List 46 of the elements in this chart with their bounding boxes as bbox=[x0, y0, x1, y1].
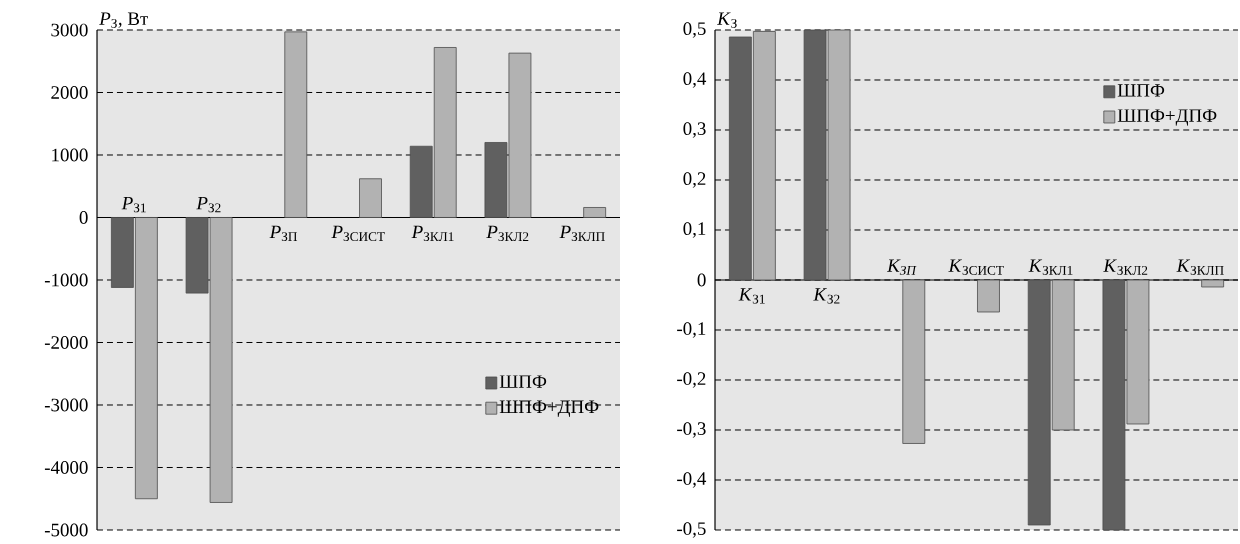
x-tick-label: P$_{ЗКЛ1}$ bbox=[411, 225, 454, 242]
bar bbox=[1201, 279, 1225, 288]
y-tick-label: -5000 bbox=[44, 523, 88, 537]
x-tick-label: K$_{ЗКЛ1}$ bbox=[1028, 259, 1073, 275]
y-tick-label: -0,2 bbox=[677, 372, 706, 388]
y-tick-label: -3000 bbox=[44, 398, 88, 412]
x-tick-label: P$_{ЗКЛП}$ bbox=[559, 225, 605, 242]
bar bbox=[977, 279, 1000, 313]
x-tick-label: K$_{ЗСИСТ}$ bbox=[948, 259, 1004, 275]
bar bbox=[284, 31, 308, 218]
x-tick-label: P$_{З2}$ bbox=[196, 196, 221, 213]
y-tick-label: 0 bbox=[79, 211, 88, 224]
y-tick-label: -1000 bbox=[44, 273, 88, 287]
x-tick-label: P$_{ЗП}$ bbox=[269, 225, 298, 242]
y-tick-label: 0,3 bbox=[683, 122, 706, 138]
y-tick-label: 3000 bbox=[51, 23, 88, 37]
y-tick-label: -0,1 bbox=[677, 322, 706, 338]
y-tick-label: 0,4 bbox=[683, 72, 707, 88]
y-axis-title: K$_{З}$ bbox=[716, 12, 737, 28]
bar bbox=[359, 178, 382, 218]
bar bbox=[583, 207, 607, 218]
legend-label: ШПФ+ДПФ bbox=[499, 400, 599, 417]
legend-label: ШПФ+ДПФ bbox=[1117, 109, 1217, 126]
x-tick-label: K$_{З2}$ bbox=[813, 288, 840, 304]
x-tick-label: P$_{ЗСИСТ}$ bbox=[331, 225, 385, 242]
bar bbox=[902, 279, 926, 444]
y-tick-label: 0,5 bbox=[683, 22, 706, 38]
y-tick-label: 0,1 bbox=[683, 222, 706, 238]
y-tick-label: 0,2 bbox=[683, 172, 706, 188]
y-tick-label: -4000 bbox=[44, 461, 88, 474]
x-tick-label: P$_{ЗКЛ2}$ bbox=[486, 225, 529, 242]
y-tick-label: 0 bbox=[697, 273, 706, 287]
x-tick-label: K$_{ЗКЛП}$ bbox=[1176, 259, 1224, 275]
y-tick-label: 2000 bbox=[51, 86, 88, 99]
legend-label: ШПФ bbox=[1117, 84, 1165, 97]
x-tick-label: K$_{З1}$ bbox=[738, 288, 765, 304]
category-label: K$_{ЗП}$ bbox=[886, 259, 917, 275]
x-tick-label: K$_{ЗКЛ2}$ bbox=[1103, 259, 1148, 275]
y-tick-label: 1000 bbox=[52, 148, 88, 162]
y-tick-label: -0,3 bbox=[677, 422, 706, 438]
y-tick-label: -0,5 bbox=[677, 522, 706, 538]
y-tick-label: -0,4 bbox=[677, 472, 707, 488]
x-tick-label: P$_{З1}$ bbox=[121, 196, 146, 213]
y-axis-title: P$_{З}$, Вт bbox=[99, 12, 148, 28]
y-tick-label: -2000 bbox=[44, 336, 88, 349]
legend-label: ШПФ bbox=[499, 375, 547, 388]
